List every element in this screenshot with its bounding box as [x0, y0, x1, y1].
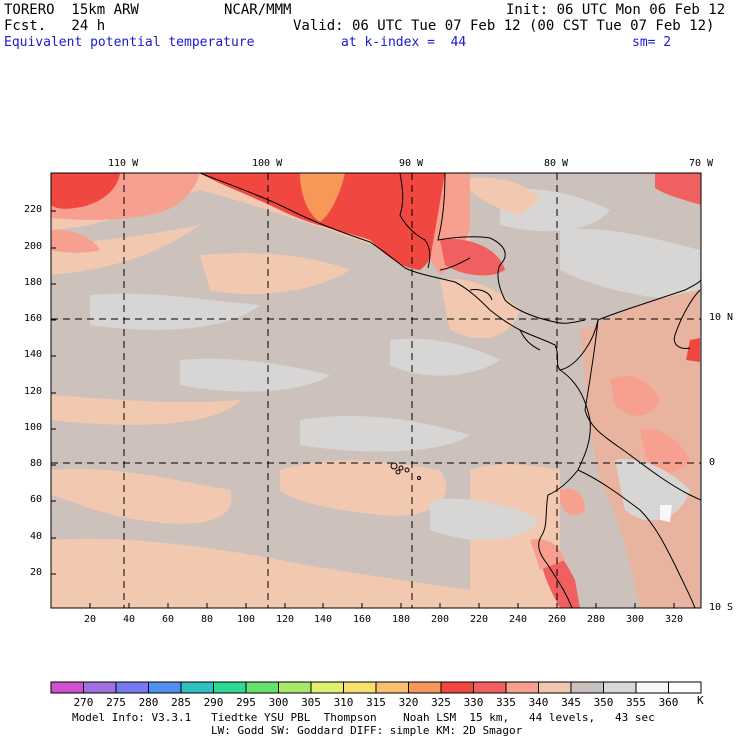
latlon-grid	[51, 173, 701, 608]
colorbar-swatch	[473, 681, 507, 694]
galapagos-islands	[390, 462, 421, 480]
bottom-tick-label: 200	[431, 614, 450, 625]
lon-label-110w: 110 W	[108, 158, 139, 169]
organization: NCAR/MMM	[224, 2, 292, 18]
left-tick-label: 160	[24, 313, 43, 324]
left-tick-label: 200	[24, 241, 43, 252]
bottom-tick-label: 40	[123, 614, 136, 625]
colorbar-label: 270	[73, 696, 94, 709]
colorbar-swatch	[635, 681, 669, 694]
bottom-tick-label: 120	[276, 614, 295, 625]
colorbar-label: 315	[366, 696, 386, 709]
colorbar-label: 340	[528, 696, 549, 709]
axis-ticks	[51, 210, 675, 608]
bottom-tick-label: 280	[587, 614, 606, 625]
colorbar-swatch	[278, 681, 312, 694]
colorbar-label: 335	[496, 696, 516, 709]
colorbar-swatch	[603, 681, 637, 694]
left-tick-label: 140	[24, 349, 43, 360]
colorbar-label: 345	[561, 696, 581, 709]
colorbar-label: 355	[626, 696, 646, 709]
bottom-tick-label: 220	[470, 614, 489, 625]
colorbar-swatch	[245, 681, 279, 694]
lat-label-0: 0	[709, 457, 716, 468]
field-shading	[51, 173, 701, 608]
colorbar-label: 320	[398, 696, 419, 709]
forecast-hour: Fcst. 24 h	[4, 18, 106, 34]
colorbar-label: 275	[106, 696, 126, 709]
left-tick-label: 60	[30, 494, 43, 505]
lon-label-70w: 70 W	[689, 158, 714, 169]
level-info: at k-index = 44	[341, 35, 467, 50]
left-tick-label: 40	[30, 531, 43, 542]
smoothing-info: sm= 2	[632, 35, 672, 50]
colorbar-swatch	[408, 681, 442, 694]
field-name: Equivalent potential temperature	[4, 35, 255, 50]
colorbar-label: 305	[301, 696, 321, 709]
colorbar-swatch	[668, 681, 702, 694]
colorbar-swatch	[213, 681, 247, 694]
lon-label-90w: 90 W	[399, 158, 424, 169]
colorbar-label: 280	[138, 696, 159, 709]
left-tick-label: 100	[24, 422, 43, 433]
model-name: TORERO 15km ARW	[4, 2, 139, 18]
colorbar-label: 325	[431, 696, 451, 709]
valid-time: Valid: 06 UTC Tue 07 Feb 12 (00 CST Tue …	[293, 18, 715, 34]
colorbar-swatch	[570, 681, 604, 694]
colorbar-swatch	[115, 681, 149, 694]
bottom-tick-label: 320	[665, 614, 684, 625]
left-tick-label: 80	[30, 458, 43, 469]
bottom-tick-label: 140	[314, 614, 333, 625]
left-tick-label: 20	[30, 567, 43, 578]
plot-frame	[50, 172, 702, 609]
colorbar-swatch	[375, 681, 409, 694]
colorbar-unit: K	[697, 694, 704, 707]
coastlines	[199, 173, 701, 608]
bottom-tick-label: 260	[548, 614, 567, 625]
colorbar-swatch	[440, 681, 474, 694]
lon-label-100w: 100 W	[252, 158, 283, 169]
colorbar-label: 295	[236, 696, 256, 709]
bottom-tick-label: 80	[201, 614, 214, 625]
bottom-tick-label: 160	[353, 614, 372, 625]
colorbar-swatch	[310, 681, 344, 694]
bottom-tick-label: 20	[84, 614, 97, 625]
colorbar-label: 300	[268, 696, 289, 709]
colorbar	[50, 681, 702, 694]
lat-label-10s: 10 S	[709, 602, 734, 613]
bottom-tick-label: 100	[237, 614, 256, 625]
colorbar-label: 330	[463, 696, 484, 709]
colorbar-swatch	[180, 681, 214, 694]
lon-label-80w: 80 W	[544, 158, 569, 169]
colorbar-swatch	[83, 681, 117, 694]
model-info-line2: LW: Godd SW: Goddard DIFF: simple KM: 2D…	[211, 724, 523, 737]
init-time: Init: 06 UTC Mon 06 Feb 12	[506, 2, 726, 18]
colorbar-swatch	[505, 681, 539, 694]
colorbar-label: 285	[171, 696, 191, 709]
bottom-tick-label: 60	[162, 614, 175, 625]
colorbar-swatch	[148, 681, 182, 694]
colorbar-swatch	[343, 681, 377, 694]
colorbar-label: 310	[333, 696, 354, 709]
model-info-line1: Model Info: V3.3.1 Tiedtke YSU PBL Thomp…	[72, 711, 655, 724]
lat-label-10n: 10 N	[709, 312, 734, 323]
colorbar-label: 350	[593, 696, 614, 709]
colorbar-label: 290	[203, 696, 224, 709]
bottom-tick-label: 240	[509, 614, 528, 625]
left-tick-label: 180	[24, 277, 43, 288]
bottom-tick-label: 300	[626, 614, 645, 625]
colorbar-swatch	[538, 681, 572, 694]
colorbar-swatch	[50, 681, 84, 694]
left-tick-label: 120	[24, 386, 43, 397]
colorbar-label: 360	[658, 696, 679, 709]
bottom-tick-label: 180	[392, 614, 411, 625]
left-tick-label: 220	[24, 204, 43, 215]
